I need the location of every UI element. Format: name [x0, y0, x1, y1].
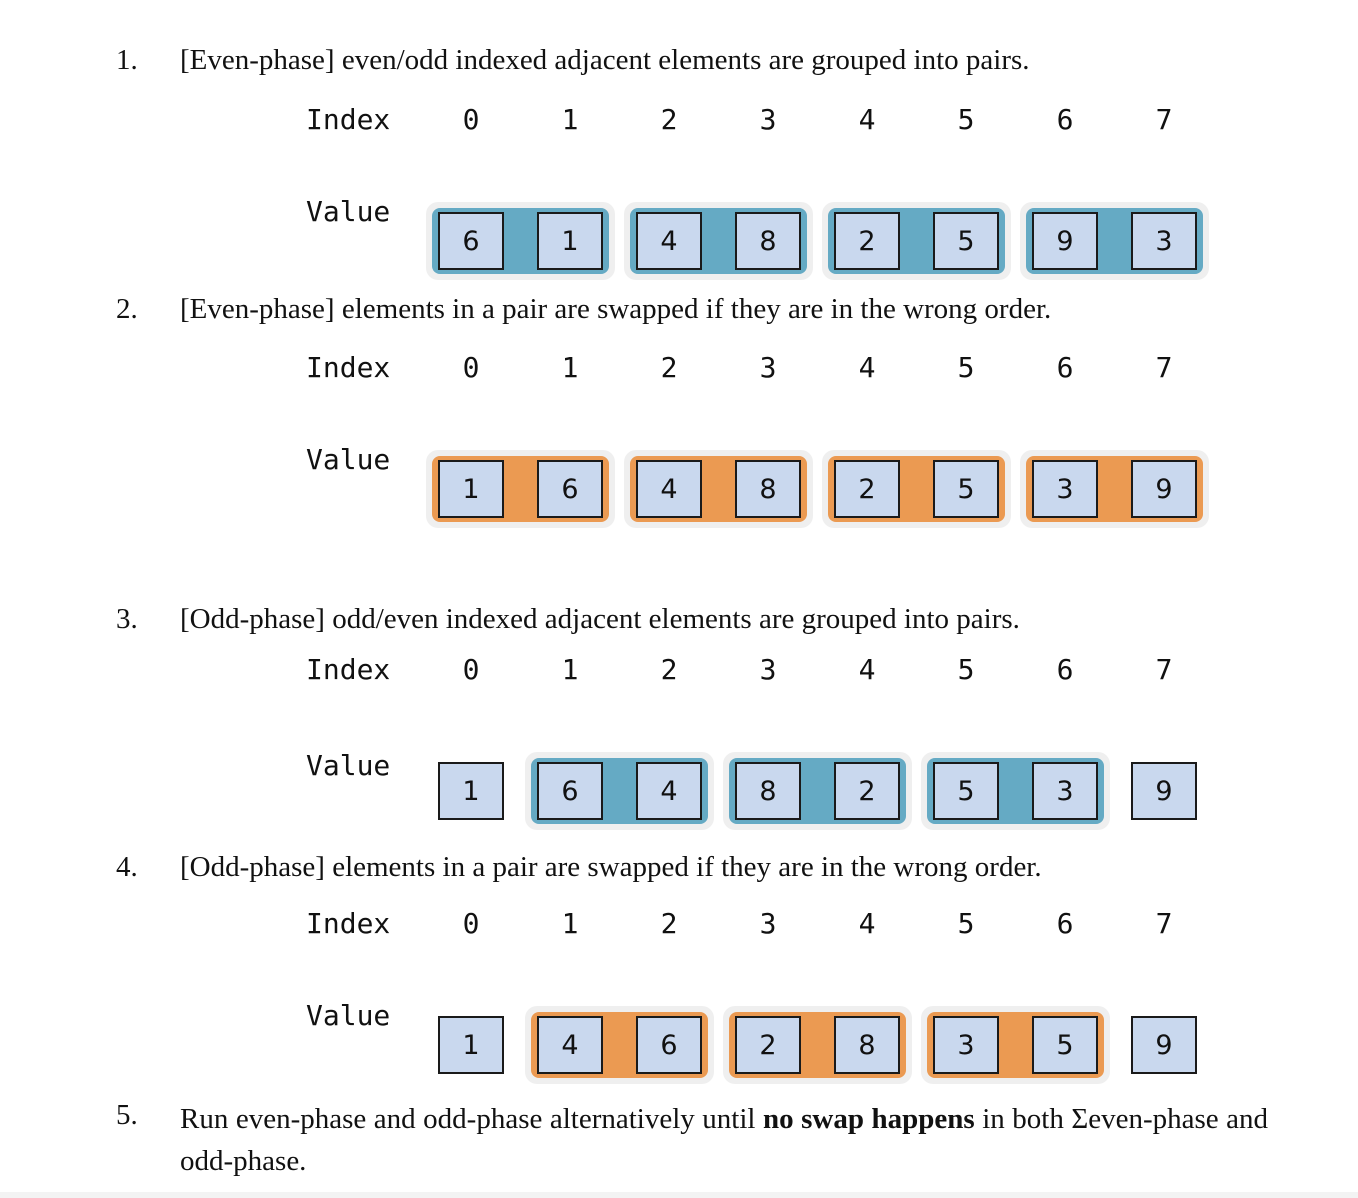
value-cell: 9	[1131, 460, 1197, 518]
value-cell: 8	[735, 762, 801, 820]
value-row-label: Value	[306, 195, 391, 228]
index-label: 4	[858, 351, 876, 384]
index-label: 5	[957, 103, 975, 136]
value-cell: 4	[636, 762, 702, 820]
index-label: 4	[858, 907, 876, 940]
value-cell: 3	[1131, 212, 1197, 270]
value-cell: 3	[1032, 460, 1098, 518]
index-row-label: Index	[306, 351, 391, 384]
index-label: 0	[462, 103, 480, 136]
step-text-after: in both Σeven-phase and odd-phase.	[180, 1103, 1269, 1177]
index-label: 4	[858, 653, 876, 686]
index-label: 5	[957, 907, 975, 940]
bottom-edge	[0, 1192, 1358, 1198]
value-cell: 9	[1032, 212, 1098, 270]
step-number: 5.	[116, 1099, 138, 1131]
index-row-label: Index	[306, 103, 391, 136]
index-label: 1	[561, 103, 579, 136]
value-cell: 1	[537, 212, 603, 270]
value-cell: 2	[834, 762, 900, 820]
index-label: 6	[1056, 653, 1074, 686]
step-heading: [Even-phase] elements in a pair are swap…	[180, 293, 1052, 325]
value-cell: 5	[933, 460, 999, 518]
index-label: 2	[660, 103, 678, 136]
step-number: 1.	[116, 44, 138, 76]
value-cell: 5	[933, 762, 999, 820]
value-cell: 1	[438, 460, 504, 518]
value-cell: 4	[537, 1016, 603, 1074]
value-cell: 5	[1032, 1016, 1098, 1074]
index-label: 4	[858, 103, 876, 136]
value-cell: 8	[834, 1016, 900, 1074]
value-cell: 1	[438, 1016, 504, 1074]
index-label: 0	[462, 907, 480, 940]
value-cell: 4	[636, 460, 702, 518]
index-label: 1	[561, 907, 579, 940]
index-label: 3	[759, 351, 777, 384]
value-cell: 8	[735, 460, 801, 518]
value-cell: 6	[438, 212, 504, 270]
value-cell: 6	[537, 460, 603, 518]
index-label: 6	[1056, 351, 1074, 384]
step-text-before: Run even-phase and odd-phase alternative…	[180, 1103, 763, 1135]
index-label: 3	[759, 907, 777, 940]
value-cell: 6	[636, 1016, 702, 1074]
step-number: 2.	[116, 293, 138, 325]
step-text: Run even-phase and odd-phase alternative…	[180, 1098, 1268, 1182]
value-cell: 8	[735, 212, 801, 270]
value-row-label: Value	[306, 999, 391, 1032]
value-cell: 9	[1131, 1016, 1197, 1074]
index-label: 0	[462, 653, 480, 686]
value-cell: 2	[735, 1016, 801, 1074]
index-label: 6	[1056, 907, 1074, 940]
index-label: 7	[1155, 907, 1173, 940]
value-cell: 6	[537, 762, 603, 820]
index-label: 5	[957, 351, 975, 384]
index-label: 3	[759, 103, 777, 136]
value-cell: 2	[834, 212, 900, 270]
value-cell: 3	[933, 1016, 999, 1074]
index-label: 7	[1155, 103, 1173, 136]
value-cell: 1	[438, 762, 504, 820]
index-label: 6	[1056, 103, 1074, 136]
index-row-label: Index	[306, 907, 391, 940]
index-label: 1	[561, 653, 579, 686]
step-number: 3.	[116, 603, 138, 635]
step-heading: [Odd-phase] odd/even indexed adjacent el…	[180, 603, 1020, 635]
index-row-label: Index	[306, 653, 391, 686]
value-row-label: Value	[306, 749, 391, 782]
index-label: 0	[462, 351, 480, 384]
step-number: 4.	[116, 851, 138, 883]
value-cell: 9	[1131, 762, 1197, 820]
step-text-bold: no swap happens	[763, 1103, 975, 1135]
index-label: 2	[660, 351, 678, 384]
index-label: 7	[1155, 653, 1173, 686]
index-label: 2	[660, 653, 678, 686]
value-cell: 2	[834, 460, 900, 518]
value-cell: 4	[636, 212, 702, 270]
step-heading: [Odd-phase] elements in a pair are swapp…	[180, 851, 1042, 883]
index-label: 1	[561, 351, 579, 384]
index-label: 7	[1155, 351, 1173, 384]
value-cell: 5	[933, 212, 999, 270]
value-cell: 3	[1032, 762, 1098, 820]
step-heading: [Even-phase] even/odd indexed adjacent e…	[180, 44, 1030, 76]
index-label: 2	[660, 907, 678, 940]
index-label: 5	[957, 653, 975, 686]
index-label: 3	[759, 653, 777, 686]
value-row-label: Value	[306, 443, 391, 476]
